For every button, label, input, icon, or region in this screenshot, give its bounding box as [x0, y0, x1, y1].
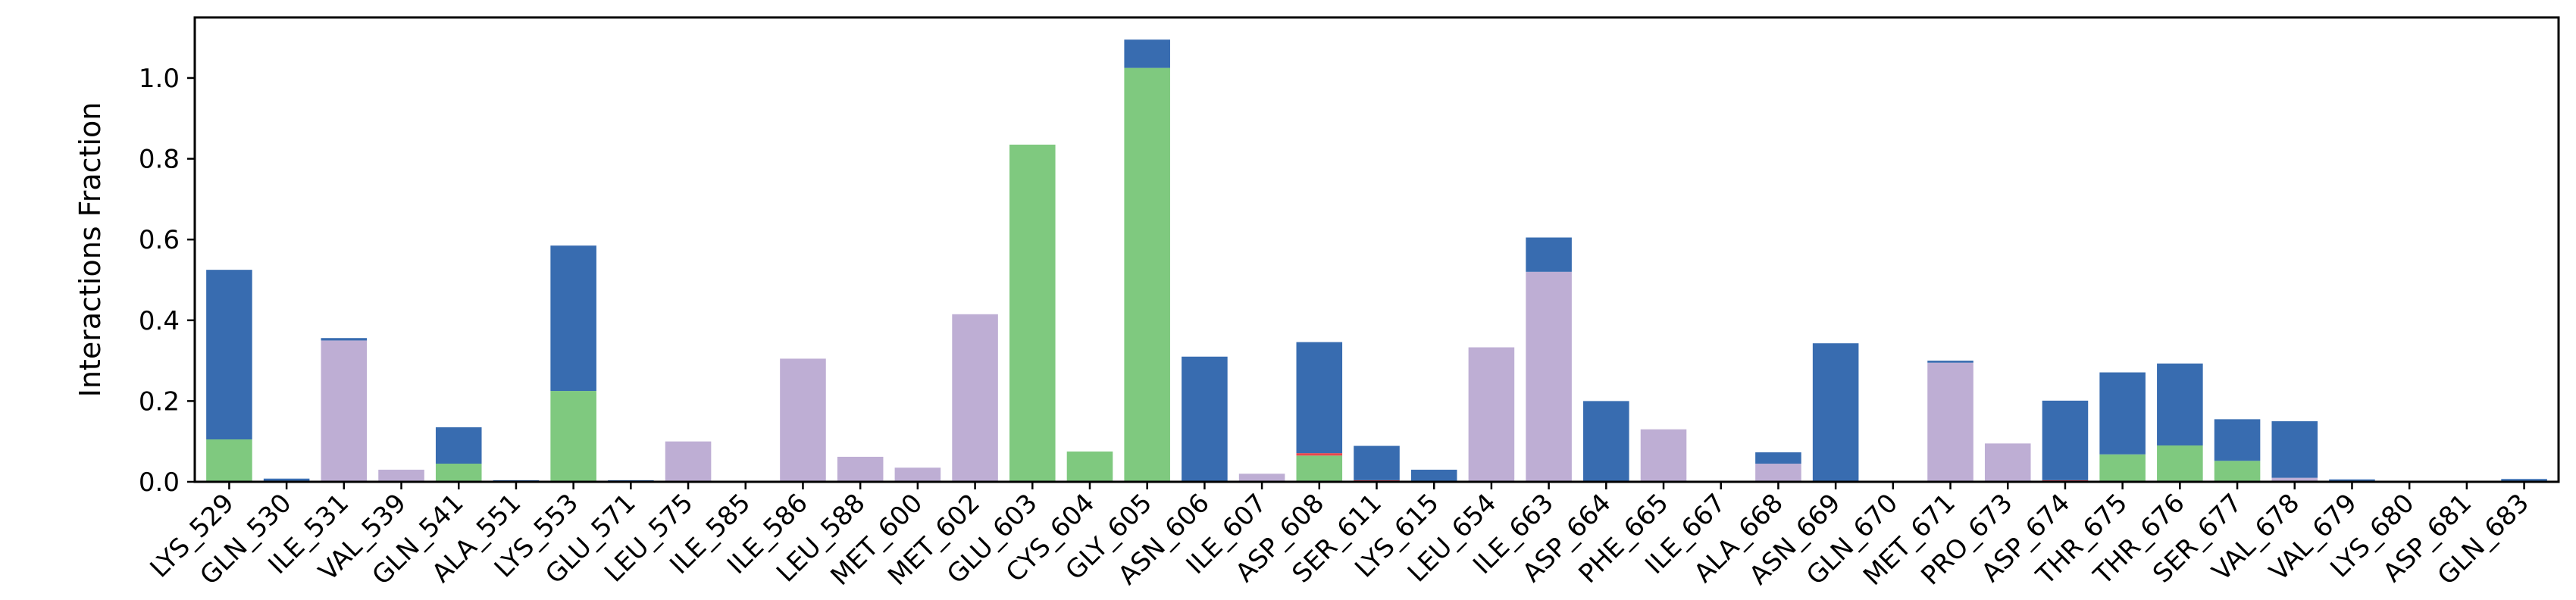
bar-hydrophobic-ile-531: [321, 340, 368, 482]
bar-hbond-thr-675: [2099, 454, 2146, 482]
bar-hydrophobic-phe-665: [1640, 429, 1687, 482]
bar-water_bridge-gln-541: [435, 427, 482, 464]
bar-hydrophobic-ile-663: [1526, 271, 1572, 482]
bar-water_bridge-lys-553: [550, 245, 596, 392]
bar-hydrophobic-met-600: [894, 467, 941, 482]
bar-hbond-ser-677: [2214, 461, 2261, 482]
bar-hydrophobic-ala-668: [1755, 464, 1801, 482]
y-tick-label: 1.0: [139, 64, 180, 94]
bar-ionic-asp-608: [1296, 453, 1343, 456]
y-tick-label: 0.0: [139, 467, 180, 498]
bar-water_bridge-asn-669: [1812, 343, 1859, 482]
bar-water_bridge-gln-683: [2501, 479, 2547, 482]
y-tick-label: 0.8: [139, 145, 180, 175]
bar-water_bridge-ser-611: [1354, 445, 1400, 480]
bar-water_bridge-gln-530: [263, 478, 310, 482]
bar-water_bridge-val-679: [2329, 479, 2375, 482]
bar-water_bridge-ser-677: [2214, 419, 2261, 461]
plot-frame: [193, 16, 2560, 483]
bar-water_bridge-thr-676: [2157, 363, 2203, 446]
bar-hydrophobic-ile-607: [1238, 473, 1285, 482]
bar-hbond-gln-541: [435, 464, 482, 482]
bar-hydrophobic-val-678: [2271, 477, 2318, 482]
y-axis-ticks: 0.0 0.2 0.4 0.6 0.8 1.0: [139, 64, 195, 498]
bar-hydrophobic-pro-673: [1984, 443, 2031, 482]
bar-hydrophobic-ile-586: [780, 358, 826, 482]
bar-hydrophobic-leu-654: [1468, 347, 1515, 482]
bar-water_bridge-lys-615: [1410, 470, 1457, 482]
x-axis-ticks: LYS_529GLN_530ILE_531VAL_539GLN_541ALA_5…: [144, 482, 2535, 592]
y-tick-label: 0.2: [139, 386, 180, 417]
bar-water_bridge-asp-608: [1296, 342, 1343, 454]
bar-water_bridge-gly-605: [1124, 39, 1170, 68]
bar-hydrophobic-leu-588: [837, 456, 884, 482]
bar-hbond-cys-604: [1066, 452, 1113, 482]
bar-water_bridge-ile-663: [1526, 237, 1572, 272]
bar-water_bridge-met-671: [1927, 361, 1973, 363]
bar-hbond-glu-603: [1009, 144, 1056, 482]
bars-layer: [206, 39, 2547, 482]
bar-water_bridge-ala-668: [1755, 452, 1801, 464]
bar-hbond-lys-553: [550, 391, 596, 482]
bar-hydrophobic-met-671: [1927, 362, 1973, 482]
bar-water_bridge-asp-664: [1583, 401, 1629, 482]
bar-hydrophobic-val-539: [378, 470, 424, 482]
bar-hbond-asp-608: [1296, 455, 1343, 482]
y-tick-label: 0.6: [139, 225, 180, 255]
bar-water_bridge-asp-674: [2042, 400, 2089, 480]
y-tick-label: 0.4: [139, 306, 180, 336]
bar-water_bridge-val-678: [2271, 421, 2318, 478]
y-axis-label: Interactions Fraction: [74, 102, 107, 398]
bar-hydrophobic-met-602: [952, 314, 998, 482]
bar-water_bridge-ile-531: [321, 338, 368, 341]
bar-water_bridge-thr-675: [2099, 372, 2146, 455]
bar-water_bridge-asn-606: [1182, 356, 1228, 482]
bar-hydrophobic-leu-575: [665, 441, 712, 482]
bar-hbond-thr-676: [2157, 445, 2203, 482]
bar-water_bridge-lys-529: [206, 270, 252, 440]
bar-hbond-lys-529: [206, 439, 252, 482]
bar-hbond-gly-605: [1124, 67, 1170, 482]
